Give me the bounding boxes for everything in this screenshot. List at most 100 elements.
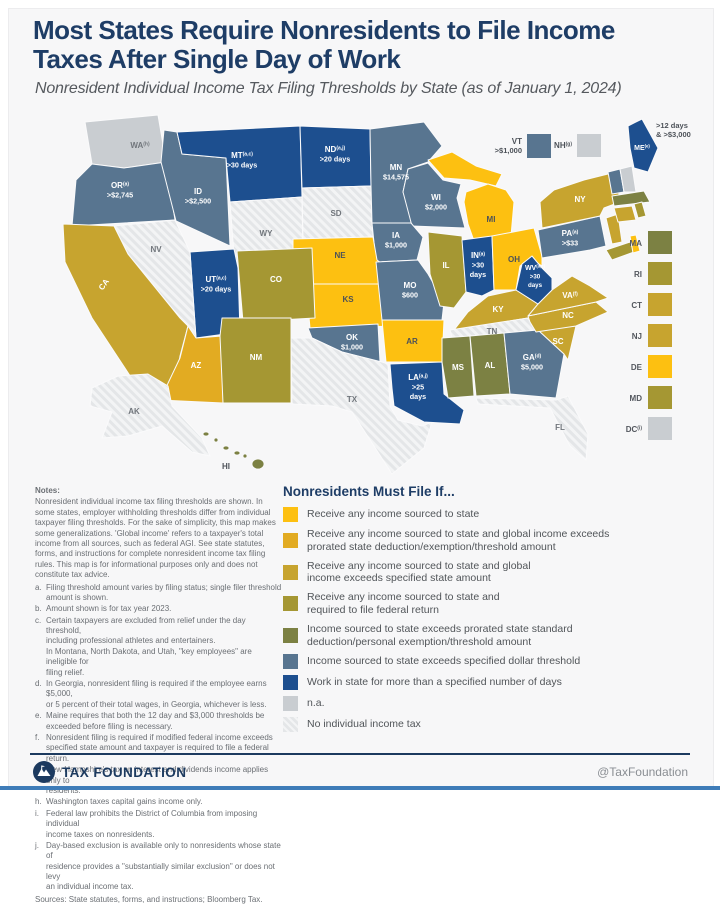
svg-text:>30: >30 [530, 273, 541, 280]
label-sc: SC [552, 337, 563, 346]
state-hi-island [233, 450, 241, 456]
state-de [629, 234, 641, 254]
label-wi: WI$2,000 [425, 193, 447, 211]
state-me [627, 118, 659, 173]
legend-item-prorated_std_deduction_sourced: Income sourced to state exceeds prorated… [283, 623, 708, 649]
label-mt: MT(a,c)>30 days [227, 151, 258, 169]
legend-label: Receive any income sourced to state and … [307, 528, 610, 553]
small-state-square-nj [648, 324, 672, 347]
legend-swatch-prorated_std_deduction_sourced [283, 628, 298, 644]
legend-swatch-day_threshold [283, 675, 298, 691]
svg-text:$600: $600 [402, 290, 418, 299]
notes-section: Notes: Nonresident individual income tax… [35, 486, 282, 905]
note-item-i: i. Federal law prohibits the District of … [35, 809, 282, 840]
label-ga: GA(d)$5,000 [521, 353, 543, 371]
note-key: j. [35, 840, 39, 850]
legend-item-day_threshold: Work in state for more than a specified … [283, 675, 708, 691]
legend-label: Work in state for more than a specified … [307, 676, 562, 689]
nh-callout-label: NH(g) [554, 141, 572, 150]
legend-swatch-specified_state_amount_global [283, 564, 298, 580]
label-oh: OH [508, 255, 520, 264]
small-state-square-de [648, 355, 672, 378]
svg-text:KY: KY [492, 305, 504, 314]
social-handle: @TaxFoundation [597, 765, 688, 779]
note-text: Nonresident filing is required if modifi… [46, 732, 273, 763]
svg-text:MO: MO [404, 281, 417, 290]
legend-rows: Receive any income sourced to state Recei… [283, 507, 708, 733]
note-key: d. [35, 679, 42, 689]
label-pa: PA(a)>$33 [562, 229, 579, 247]
svg-text:OK: OK [346, 333, 358, 342]
page-title: Most States Require Nonresidents to File… [33, 15, 615, 74]
label-wa: WA(h) [130, 141, 150, 150]
svg-text:MS: MS [452, 363, 465, 372]
small-state-square-ri [648, 262, 672, 285]
svg-text:$5,000: $5,000 [521, 362, 543, 371]
svg-text:LA(a,j): LA(a,j) [408, 373, 428, 382]
svg-text:days: days [528, 282, 543, 289]
notes-heading: Notes: [35, 486, 60, 495]
svg-text:>30: >30 [472, 260, 484, 269]
legend-swatch-dollar_threshold [283, 654, 298, 670]
svg-text:WY: WY [260, 229, 274, 238]
legend-label: Receive any income sourced to state [307, 508, 480, 521]
state-fl [475, 395, 589, 461]
svg-text:WI: WI [431, 193, 441, 202]
note-text: Filing threshold amount varies by filing… [46, 582, 282, 602]
svg-text:KS: KS [342, 295, 354, 304]
state-ct [613, 205, 637, 223]
legend-swatch-na [283, 696, 298, 712]
svg-text:PA(a): PA(a) [562, 229, 579, 238]
svg-text:IA: IA [392, 231, 400, 240]
svg-text:NJ: NJ [632, 332, 642, 341]
small-state-square-md [648, 386, 672, 409]
label-nv: NV [150, 245, 162, 254]
legend-item-no_income_tax: No individual income tax [283, 717, 708, 733]
brand-name: TAX FOUNDATION [62, 764, 187, 780]
svg-text:ID: ID [194, 187, 202, 196]
svg-text:SC: SC [552, 337, 563, 346]
svg-text:ND(a,j): ND(a,j) [325, 145, 346, 154]
svg-text:MD: MD [630, 394, 643, 403]
me-callout-label: >12 days [656, 121, 688, 130]
label-nd: ND(a,j)>20 days [320, 145, 351, 163]
svg-text:days: days [470, 270, 486, 279]
label-hi: HI [222, 462, 230, 471]
svg-text:>30 days: >30 days [227, 160, 258, 169]
svg-text:MN: MN [390, 163, 403, 172]
state-hi-island [222, 445, 230, 451]
vt-callout-label: VT [512, 137, 522, 146]
label-mo: MO$600 [402, 281, 418, 299]
svg-text:>$2,745: >$2,745 [107, 190, 133, 199]
label-mi: MI [487, 215, 496, 224]
state-hi-island [202, 431, 210, 437]
svg-text:NC: NC [562, 311, 574, 320]
state-ga [503, 329, 565, 399]
label-va: VA(f) [562, 291, 578, 300]
note-item-j: j. Day-based exclusion is available only … [35, 841, 282, 893]
svg-text:MA: MA [630, 239, 643, 248]
note-item-a: a. Filing threshold amount varies by fili… [35, 583, 282, 604]
me-callout-label: & >$3,000 [656, 130, 691, 139]
label-az: AZ [191, 361, 202, 370]
state-ak [89, 373, 211, 457]
note-item-h: h. Washington taxes capital gains income … [35, 797, 282, 807]
note-text: In Georgia, nonresident filing is requir… [46, 679, 267, 709]
label-ia: IA$1,000 [385, 231, 407, 249]
small-state-label-nj: NJ [632, 332, 642, 341]
note-item-d: d. In Georgia, nonresident filing is requ… [35, 679, 282, 710]
note-text: Washington taxes capital gains income on… [46, 797, 203, 807]
svg-text:OR(a): OR(a) [111, 181, 129, 190]
legend-label: Receive any income sourced to state and … [307, 591, 500, 616]
svg-text:NE: NE [334, 251, 346, 260]
svg-text:CO: CO [270, 275, 282, 284]
small-state-square-dc [648, 417, 672, 440]
svg-text:HI: HI [222, 462, 230, 471]
state-ri [633, 201, 647, 219]
legend-item-dollar_threshold: Income sourced to state exceeds specifie… [283, 654, 708, 670]
legend-label: Income sourced to state exceeds specifie… [307, 655, 581, 668]
svg-text:AR: AR [406, 337, 418, 346]
svg-text:ME(e): ME(e) [634, 144, 650, 153]
